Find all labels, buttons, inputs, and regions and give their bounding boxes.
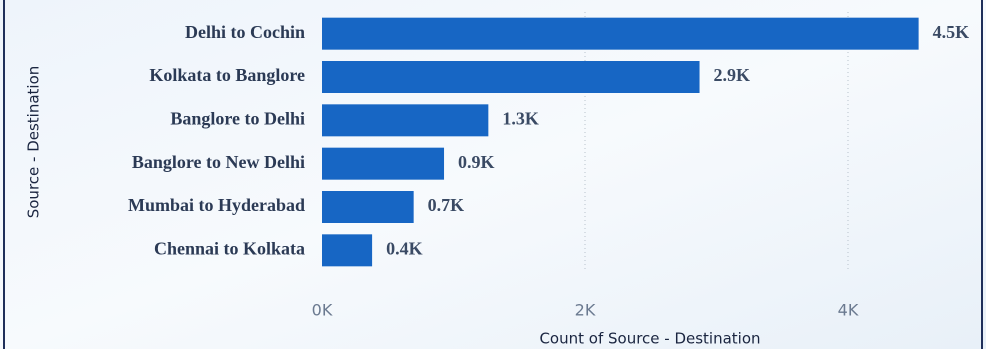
value-label: 1.3K: [502, 108, 539, 128]
category-label: Banglore to New Delhi: [132, 152, 305, 172]
bar: [322, 104, 489, 137]
value-label: 4.5K: [933, 22, 970, 42]
category-label: Delhi to Cochin: [185, 22, 305, 42]
x-tick-label: 2K: [575, 301, 596, 320]
value-label: 2.9K: [714, 65, 751, 85]
x-tick-label: 0K: [312, 301, 333, 320]
x-axis-title: Count of Source - Destination: [539, 330, 760, 348]
x-tick-label: 4K: [838, 301, 859, 320]
bar: [322, 191, 414, 223]
value-label: 0.9K: [458, 152, 495, 172]
category-label: Mumbai to Hyderabad: [128, 195, 305, 215]
category-label: Kolkata to Banglore: [149, 65, 305, 85]
value-label: 0.4K: [386, 238, 423, 258]
bar: [322, 147, 445, 180]
category-label: Banglore to Delhi: [170, 108, 305, 128]
y-axis-title: Source - Destination: [25, 66, 43, 219]
category-label: Chennai to Kolkata: [154, 238, 305, 258]
bar: [322, 234, 373, 267]
bar: [322, 61, 700, 93]
bar: [322, 17, 919, 50]
value-label: 0.7K: [428, 195, 465, 215]
